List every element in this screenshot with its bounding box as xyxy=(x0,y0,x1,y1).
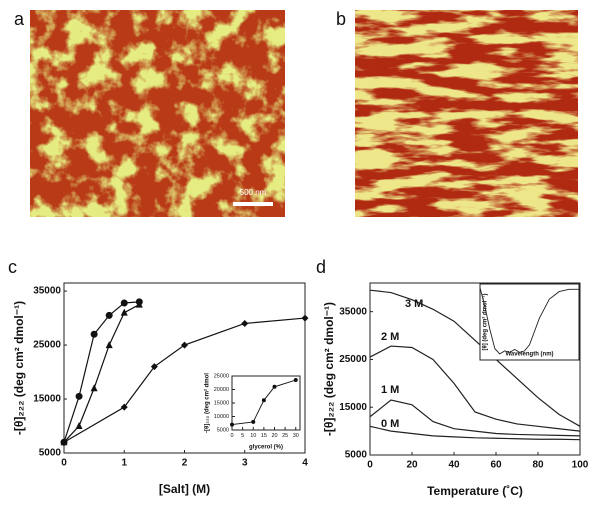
y-axis-label: -[θ]₂₂₂ (deg cm² dmol xyxy=(204,373,211,433)
marker xyxy=(272,384,277,389)
marker xyxy=(105,341,113,349)
y-tick-label: 25000 xyxy=(339,354,367,365)
y-tick-label: 10000 xyxy=(214,414,229,420)
y-axis-label: -[θ]₂₂₂ (deg cm² dmol⁻¹) xyxy=(12,301,26,435)
series-line xyxy=(479,287,579,355)
series-label: 0 M xyxy=(381,418,399,430)
scale-bar xyxy=(233,202,273,206)
marker xyxy=(251,419,256,424)
y-tick-label: 5000 xyxy=(345,450,368,461)
x-axis-label: Wavelength (nm) xyxy=(505,352,553,358)
plot-frame xyxy=(231,375,301,431)
x-tick-label: 5 xyxy=(241,433,244,439)
y-tick-label: 35000 xyxy=(339,306,367,317)
x-axis-label: glycerol (%) xyxy=(249,445,283,451)
y-tick-label: 25000 xyxy=(33,340,61,351)
y-tick-label: 15000 xyxy=(33,394,61,405)
marker xyxy=(60,438,68,446)
x-tick-label: 10 xyxy=(250,433,256,439)
y-axis-label: -[θ]₂₂₂ (deg cm² dmol⁻¹) xyxy=(322,302,336,436)
y-tick-label: 35000 xyxy=(33,286,61,297)
marker xyxy=(261,398,266,403)
marker xyxy=(120,403,128,411)
marker xyxy=(301,314,309,322)
marker xyxy=(230,422,234,427)
x-tick-label: 2 xyxy=(182,458,188,469)
y-tick-label: 5000 xyxy=(39,448,62,459)
marker xyxy=(293,378,298,383)
series-line xyxy=(369,425,581,441)
series-line xyxy=(369,289,581,427)
x-tick-label: 30 xyxy=(293,433,299,439)
y-tick-label: 20000 xyxy=(214,387,229,393)
x-tick-label: 60 xyxy=(490,460,502,471)
x-axis-label: [Salt] (M) xyxy=(159,482,210,496)
marker xyxy=(75,392,83,400)
y-tick-label: 15000 xyxy=(339,402,367,413)
x-tick-label: 15 xyxy=(261,433,267,439)
x-tick-label: 0 xyxy=(230,433,233,439)
panel-label: a xyxy=(14,9,25,29)
x-tick-label: 20 xyxy=(271,433,277,439)
y-tick-label: 5000 xyxy=(217,427,229,433)
marker xyxy=(120,299,128,307)
marker xyxy=(120,308,128,316)
x-tick-label: 40 xyxy=(448,460,460,471)
x-tick-label: 0 xyxy=(61,458,67,469)
series-line xyxy=(63,317,306,443)
series-line xyxy=(369,399,581,437)
series-label: 2 M xyxy=(381,331,399,343)
x-tick-label: 1 xyxy=(121,458,127,469)
panel-label: b xyxy=(336,9,346,29)
y-tick-label: 25000 xyxy=(214,373,229,379)
x-tick-label: 25 xyxy=(282,433,288,439)
y-tick-label: 15000 xyxy=(214,400,229,406)
x-tick-label: 20 xyxy=(406,460,418,471)
marker xyxy=(90,384,98,392)
y-axis-label: [θ] (deg cm² dmol⁻¹) xyxy=(482,293,489,350)
x-tick-label: 4 xyxy=(302,458,308,469)
x-tick-label: 100 xyxy=(572,460,589,471)
panel-label: c xyxy=(8,257,17,277)
x-tick-label: 0 xyxy=(367,460,373,471)
x-tick-label: 80 xyxy=(532,460,544,471)
plot-frame xyxy=(479,283,580,361)
afm-texture-a xyxy=(30,10,285,217)
series-label: 1 M xyxy=(381,384,399,396)
marker xyxy=(241,319,249,327)
marker xyxy=(135,300,143,308)
marker xyxy=(105,311,113,319)
x-tick-label: 3 xyxy=(242,458,248,469)
marker xyxy=(150,363,158,371)
panel-label: d xyxy=(316,257,326,277)
series-label: 3 M xyxy=(405,298,423,310)
afm-texture-b xyxy=(355,10,578,217)
marker xyxy=(90,330,98,338)
x-axis-label: Temperature (˚C) xyxy=(427,484,523,498)
marker xyxy=(75,422,83,430)
series-line xyxy=(369,345,581,432)
marker xyxy=(181,341,188,349)
scale-bar-label: 500 nm xyxy=(240,188,267,197)
